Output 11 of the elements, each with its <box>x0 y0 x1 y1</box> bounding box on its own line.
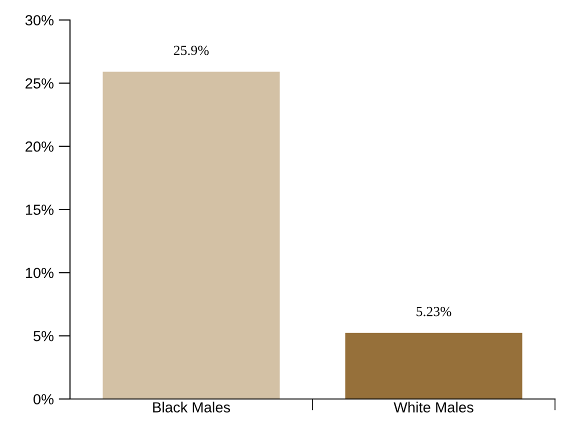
data-label: 5.23% <box>416 306 452 316</box>
y-tick-label: 5% <box>34 331 54 342</box>
data-label: 25.9% <box>174 46 209 56</box>
y-tick-label: 10% <box>26 268 54 278</box>
y-tick-label: 25% <box>26 78 54 89</box>
y-tick-label: 15% <box>26 204 54 215</box>
y-tick-label: 20% <box>26 141 54 152</box>
y-tick-label: 0% <box>34 394 54 404</box>
y-tick-label: 30% <box>25 15 54 26</box>
x-tick-label: White Males <box>394 402 474 412</box>
x-tick-label: Black Males <box>153 402 230 412</box>
